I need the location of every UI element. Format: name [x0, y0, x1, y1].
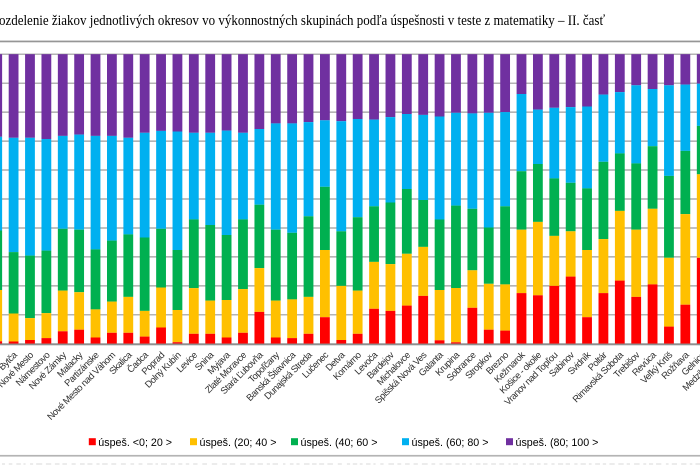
svg-text:úspeš. (40; 60 >: úspeš. (40; 60 >: [301, 437, 378, 449]
svg-text:úspeš. <0; 20 >: úspeš. <0; 20 >: [98, 437, 172, 449]
svg-text:úspeš. (60; 80 >: úspeš. (60; 80 >: [412, 437, 489, 449]
svg-text:Rozdelenie žiakov jednotlivých: Rozdelenie žiakov jednotlivých okresov v…: [0, 13, 605, 29]
svg-text:úspeš. (80; 100 >: úspeš. (80; 100 >: [516, 437, 599, 449]
svg-text:úspeš. (20; 40 >: úspeš. (20; 40 >: [200, 437, 277, 449]
